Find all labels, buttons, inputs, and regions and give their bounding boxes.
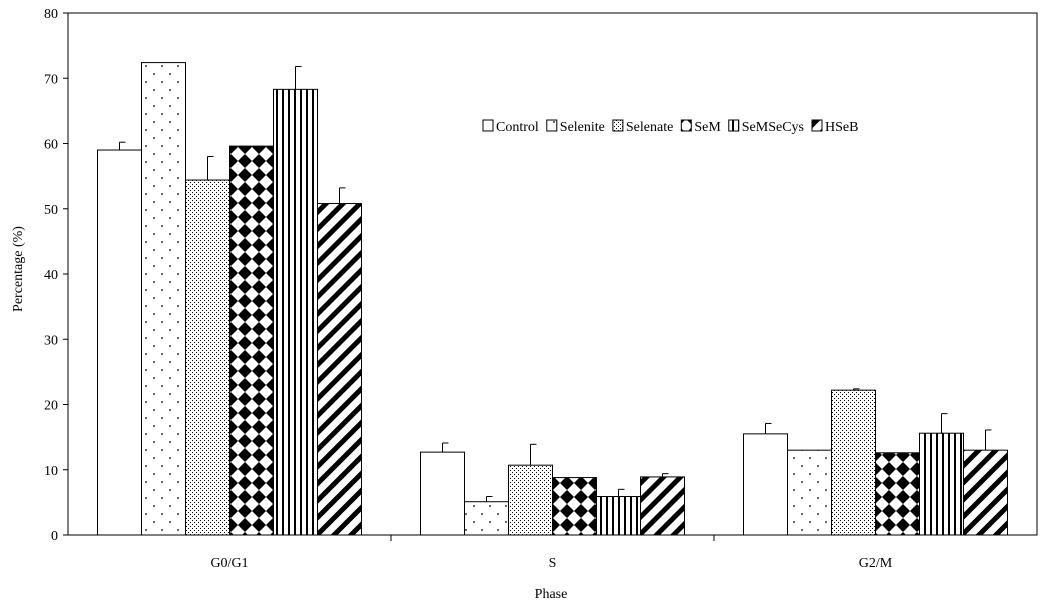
legend-label: Selenite — [560, 120, 605, 135]
legend-label: Control — [496, 120, 539, 135]
legend-swatch — [612, 119, 624, 132]
bar-sem — [229, 145, 274, 536]
bar-hseb — [640, 476, 685, 536]
y-tick-label: 20 — [44, 399, 58, 414]
bar-sem — [552, 477, 597, 536]
legend-swatch — [680, 119, 692, 132]
bar-selenate — [185, 179, 230, 536]
bar-control — [420, 451, 465, 536]
legend: Control Selenite Selenate SeM SeMSeCys HSeB — [482, 119, 858, 135]
x-tick-label: S — [549, 556, 557, 571]
bar-selenate — [831, 389, 876, 536]
bar-semsecys — [596, 496, 641, 536]
x-tick-label: G2/M — [859, 556, 893, 571]
bar-hseb — [317, 203, 362, 536]
bar-selenate — [508, 464, 553, 536]
y-axis-title: Percentage (%) — [11, 226, 26, 312]
bar-control — [97, 149, 142, 536]
y-tick-label: 70 — [44, 72, 58, 87]
bar-semsecys — [919, 432, 964, 536]
legend-swatch — [482, 119, 494, 132]
bar-selenite — [464, 501, 509, 536]
legend-swatch — [811, 119, 823, 132]
y-tick-label: 30 — [44, 333, 58, 348]
y-tick-label: 60 — [44, 138, 58, 153]
y-tick-label: 0 — [51, 529, 58, 544]
bar-selenite — [141, 62, 186, 536]
bar-control — [743, 433, 788, 536]
bar-hseb — [963, 449, 1008, 536]
legend-label: HSeB — [825, 120, 858, 135]
plot-area: 0 10 20 30 40 50 60 70 80 G0/G1 S G2/M — [44, 7, 1038, 571]
y-tick-label: 40 — [44, 268, 58, 283]
x-axis-title: Phase — [535, 587, 568, 602]
bar-selenite — [787, 449, 832, 536]
y-tick-label: 50 — [44, 203, 58, 218]
bar-sem — [875, 452, 920, 536]
legend-swatch — [728, 119, 740, 132]
y-tick-label: 80 — [44, 7, 58, 22]
legend-swatch — [546, 119, 558, 132]
legend-label: SeM — [694, 120, 721, 135]
legend-label: SeMSeCys — [742, 120, 804, 135]
bar-semsecys — [273, 88, 318, 536]
legend-label: Selenate — [626, 120, 673, 135]
y-tick-label: 10 — [44, 464, 58, 479]
x-tick-label: G0/G1 — [210, 556, 248, 571]
